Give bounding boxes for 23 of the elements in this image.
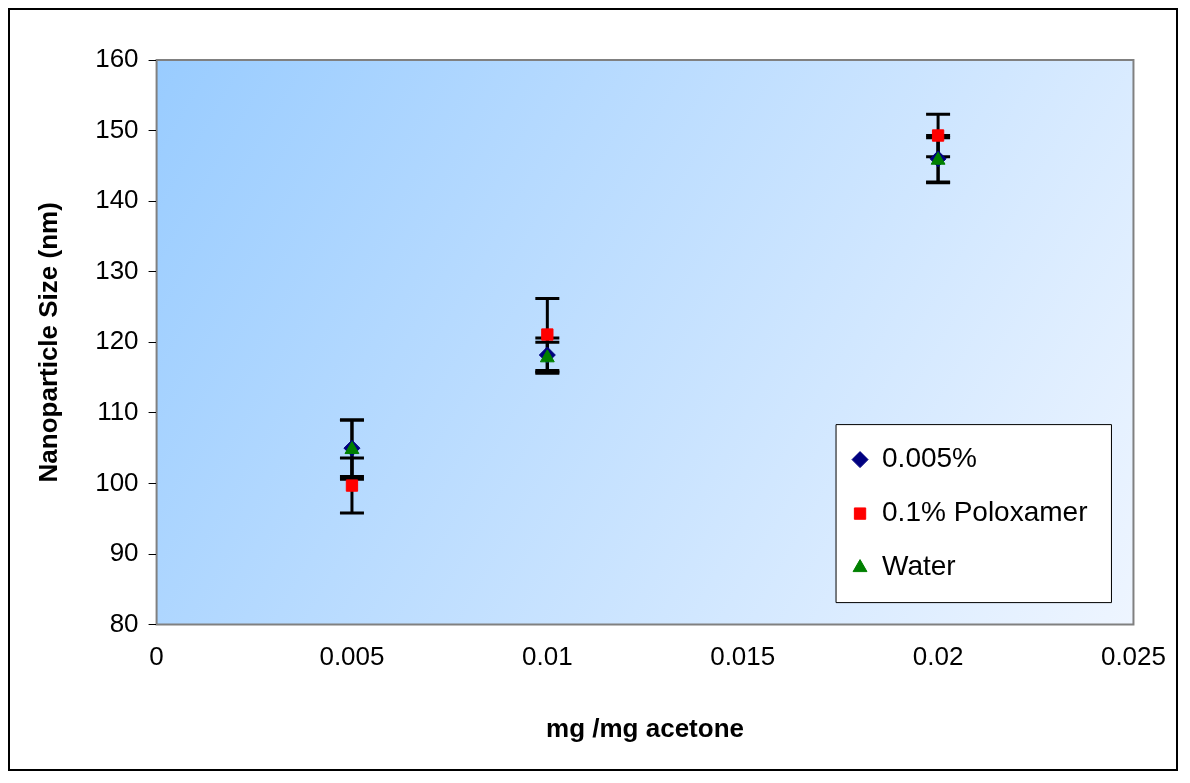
x-tick-label: 0.01 <box>522 641 573 672</box>
x-tick-label: 0.015 <box>710 641 776 672</box>
y-tick-label: 90 <box>109 537 139 568</box>
legend-label: 0.005% <box>882 442 977 474</box>
point <box>541 328 554 341</box>
y-tick-label: 150 <box>95 113 139 144</box>
x-tick-label: 0.02 <box>912 641 964 672</box>
point <box>931 129 945 142</box>
legend-label: Water <box>882 550 956 582</box>
y-axis-title: Nanoparticle Size (nm) <box>32 202 63 483</box>
y-tick-label: 110 <box>97 396 139 427</box>
y-tick-label: 120 <box>95 325 139 356</box>
y-tick-label: 100 <box>95 466 139 497</box>
point <box>345 479 359 492</box>
x-tick-label: 0.025 <box>1100 641 1167 672</box>
x-tick-label: 0.005 <box>319 641 385 672</box>
y-tick-label: 130 <box>95 254 139 285</box>
legend-label: 0.1% Poloxamer <box>882 496 1088 528</box>
y-tick-label: 160 <box>95 43 139 74</box>
y-tick-label: 140 <box>95 184 139 215</box>
x-tick-label: 0 <box>149 641 164 672</box>
x-axis-title: mg /mg acetone <box>546 712 744 743</box>
y-tick-label: 80 <box>109 607 139 638</box>
